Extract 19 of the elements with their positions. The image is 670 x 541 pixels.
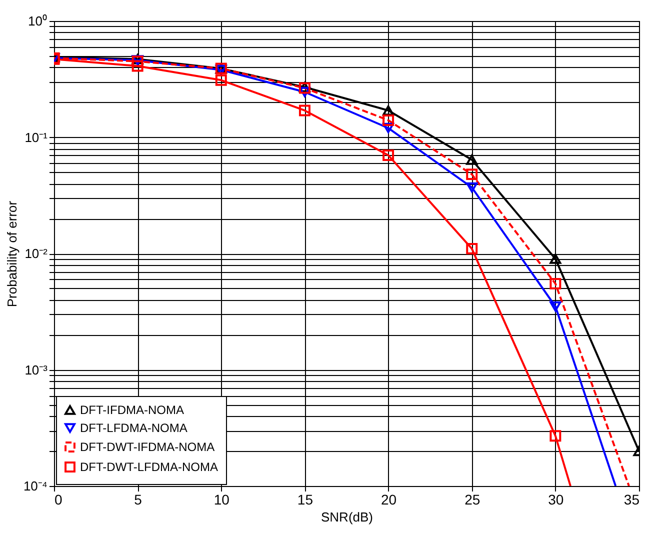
x-tick-label: 10 [214, 492, 230, 508]
y-tick-label: 10⁻¹ [24, 130, 48, 145]
legend-label: DFT-DWT-IFDMA-NOMA [80, 440, 215, 454]
legend-label: DFT-DWT-LFDMA-NOMA [80, 460, 218, 474]
x-tick-label: 0 [54, 492, 62, 508]
x-tick-label: 35 [624, 492, 640, 508]
legend-label: DFT-IFDMA-NOMA [80, 403, 184, 417]
x-tick-label: 5 [134, 492, 142, 508]
y-tick-label: 10⁻³ [24, 362, 48, 378]
y-tick-label: 10⁻² [24, 246, 48, 261]
x-tick-label: 30 [548, 492, 564, 508]
y-tick-label: 10⁻⁴ [23, 478, 48, 494]
y-tick-label: 10⁰ [28, 14, 48, 28]
x-tick-label: 20 [380, 492, 397, 508]
y-axis-title: Probability of error [4, 200, 20, 308]
x-axis-title: SNR(dB) [320, 510, 374, 524]
x-tick-label: 25 [464, 492, 480, 508]
x-tick-label: 15 [297, 492, 314, 508]
legend-label: DFT-LFDMA-NOMA [80, 421, 188, 435]
